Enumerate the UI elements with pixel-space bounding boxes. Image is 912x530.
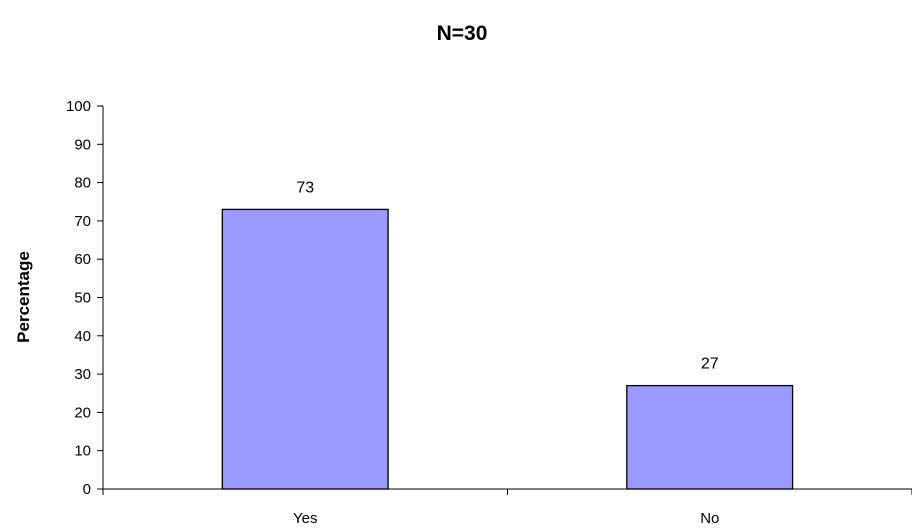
x-tick-label-yes: Yes (293, 510, 317, 527)
y-tick-label: 80 (74, 175, 91, 192)
chart-title: N=30 (437, 22, 488, 45)
y-tick-label: 40 (74, 328, 91, 345)
y-tick-label: 0 (83, 481, 91, 498)
y-tick-label: 70 (74, 213, 91, 230)
data-label-no: 27 (701, 356, 719, 373)
y-tick-label: 100 (66, 98, 91, 115)
y-tick-label: 30 (74, 366, 91, 383)
bar-no (626, 384, 794, 490)
y-tick-label: 50 (74, 290, 91, 307)
y-tick-label: 10 (74, 443, 91, 460)
bar-yes (221, 208, 389, 490)
y-tick-label: 60 (74, 251, 91, 268)
x-tick-label-no: No (700, 510, 719, 527)
y-tick-label: 90 (74, 136, 91, 153)
y-axis-label: Percentage (14, 251, 33, 343)
y-tick-label: 20 (74, 404, 91, 421)
plot-area: 73 Yes 27 No 0 10 20 30 40 50 60 70 80 90 100 (66, 98, 912, 527)
data-label-yes: 73 (296, 179, 314, 196)
